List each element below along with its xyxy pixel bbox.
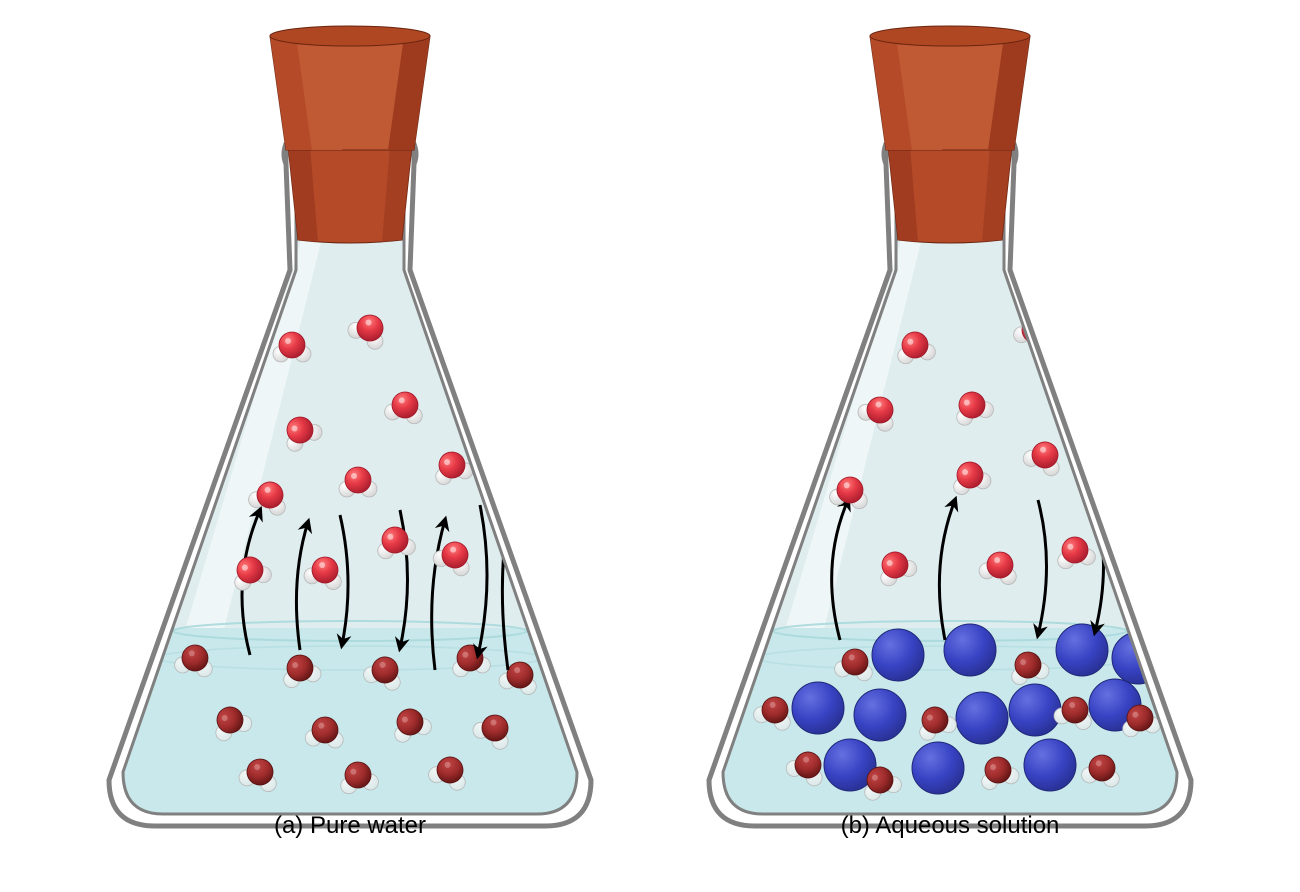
- flask-a-svg: [100, 10, 600, 840]
- caption-a: (a) Pure water: [100, 812, 600, 840]
- caption-b: (b) Aqueous solution: [700, 812, 1200, 840]
- flask-aqueous-solution: (b) Aqueous solution: [700, 10, 1200, 840]
- flask-pure-water: (a) Pure water: [100, 10, 600, 840]
- flask-b-svg: [700, 10, 1200, 840]
